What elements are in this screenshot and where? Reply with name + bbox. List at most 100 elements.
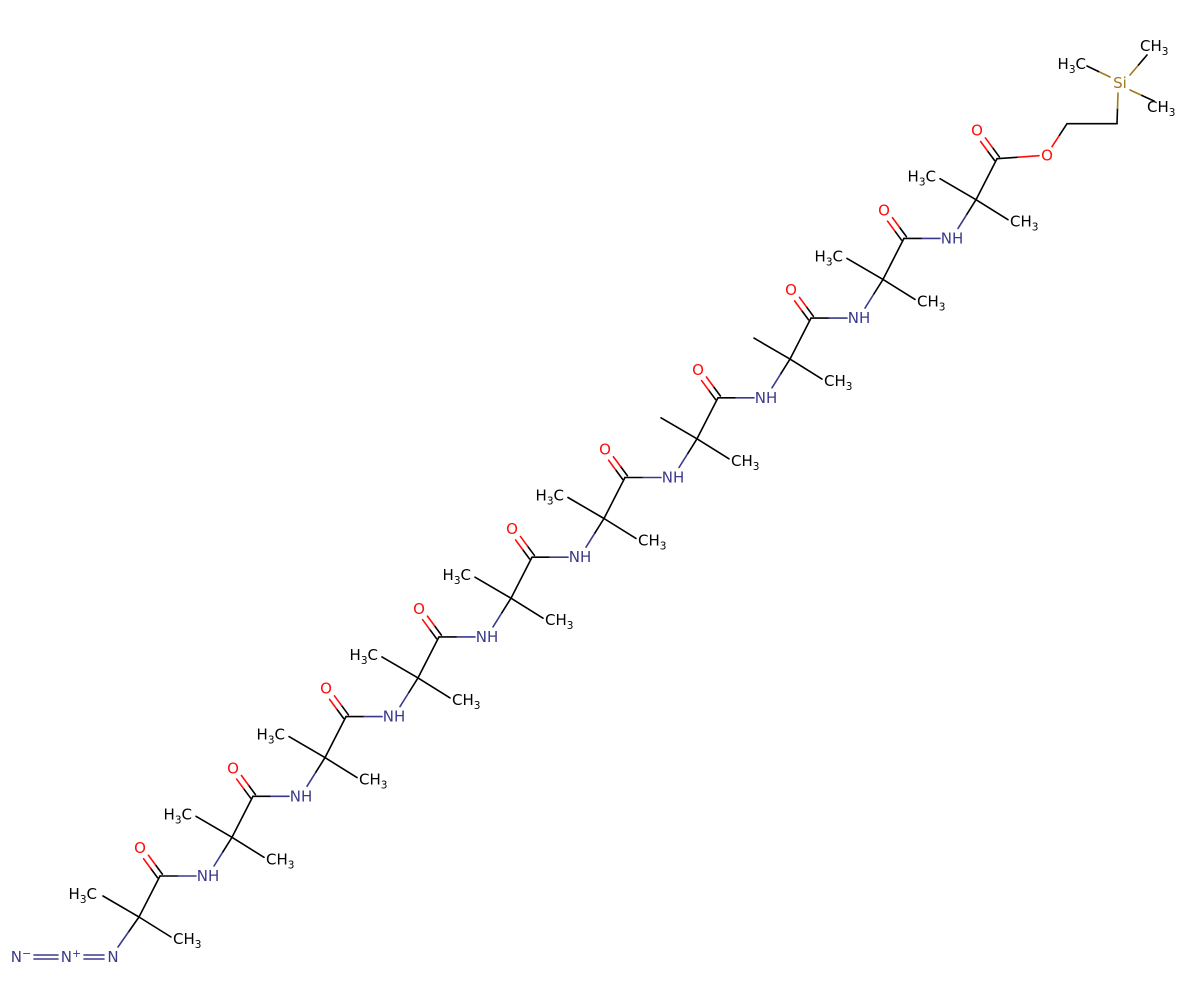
carbonyl-double-bond xyxy=(521,548,531,560)
ester-bond xyxy=(1051,134,1061,148)
atom-label-layer: O H3C CH3 NH O H3C CH3 NH O H3C CH3 NH O H3C CH3 NH O H3C… xyxy=(11,37,1176,966)
methyl-label: H3C xyxy=(815,247,843,268)
methyl-label: CH3 xyxy=(824,372,852,393)
carbonyl-double-bond xyxy=(147,854,157,866)
azide-nitrogen: N+ xyxy=(61,947,81,966)
silicon-methyl-bond xyxy=(1097,70,1111,78)
methyl-label: CH3 xyxy=(359,771,387,792)
azide-nitrogen: N xyxy=(107,948,118,966)
silicon-methyl-bond xyxy=(1086,65,1100,73)
amide-nh: NH xyxy=(848,309,871,327)
carbonyl-double-bond xyxy=(247,784,257,796)
carbonyl-double-bond xyxy=(428,628,438,640)
backbone-bond xyxy=(882,237,905,281)
carbonyl-double-bond xyxy=(333,695,343,707)
ester-bond xyxy=(996,156,1019,160)
silicon-methyl-bond xyxy=(1129,64,1140,76)
amide-bond xyxy=(408,677,419,694)
amide-nh: NH xyxy=(941,229,964,247)
methyl-bond xyxy=(975,198,1009,221)
methyl-bond xyxy=(660,416,698,440)
silicon-bond xyxy=(1116,107,1119,125)
methyl-label: CH3 xyxy=(452,691,480,712)
amide-bond xyxy=(780,358,791,375)
carbonyl-double-bond xyxy=(433,624,443,636)
carbonyl-double-bond xyxy=(526,545,536,557)
carbonyl-double-bond xyxy=(707,389,717,401)
oxygen-atom: O xyxy=(971,122,983,140)
methyl-bond xyxy=(381,656,419,679)
methyl-label: H3C xyxy=(908,168,936,189)
amide-nh: NH xyxy=(569,548,592,566)
backbone-bond xyxy=(510,556,533,600)
amide-bond xyxy=(501,597,512,614)
carbonyl-double-bond xyxy=(898,226,908,238)
methyl-label: CH3 xyxy=(173,930,201,951)
silicon-methyl-bond xyxy=(1129,89,1143,97)
methyl-bond xyxy=(789,358,823,380)
methyl-bond xyxy=(510,597,544,620)
backbone-bond xyxy=(789,317,812,360)
oxygen-atom: O xyxy=(413,600,425,618)
amide-bond xyxy=(678,452,689,469)
backbone-bond xyxy=(696,396,719,440)
methyl-label: CH3 xyxy=(545,611,573,632)
carbonyl-double-bond xyxy=(240,774,250,786)
amide-nh: NH xyxy=(662,469,685,487)
carbonyl-double-bond xyxy=(514,539,524,551)
methyl-bond xyxy=(474,576,512,600)
oxygen-atom: O xyxy=(320,680,332,698)
amide-bond xyxy=(213,850,224,867)
methyl-bond xyxy=(567,496,605,520)
methyl-label: H3C xyxy=(69,885,97,906)
silicon-atom: Si xyxy=(1113,74,1127,92)
carbonyl-double-bond xyxy=(700,379,710,391)
methyl-bond xyxy=(138,916,172,938)
backbone-bond xyxy=(975,157,998,201)
oxygen-atom: O xyxy=(134,839,146,857)
silicon-methyl-bond xyxy=(1141,94,1155,102)
methyl-label: H3C xyxy=(257,726,285,747)
amide-nh: NH xyxy=(290,787,313,805)
carbonyl-double-bond xyxy=(421,618,431,630)
amide-bond xyxy=(687,437,698,454)
amide-nh: NH xyxy=(755,389,778,407)
carbonyl-double-bond xyxy=(891,216,901,228)
methyl-label: H3C xyxy=(536,487,564,508)
methyl-bond xyxy=(324,756,358,779)
methyl-bond xyxy=(696,437,730,460)
carbonyl-double-bond xyxy=(328,698,338,710)
amide-bond xyxy=(585,532,596,549)
methyl-bond xyxy=(753,337,791,360)
methyl-label: CH3 xyxy=(638,532,666,553)
azide-nitrogen: N− xyxy=(11,947,31,966)
amide-bond xyxy=(306,771,317,788)
carbonyl-double-bond xyxy=(979,140,989,152)
carbonyl-double-bond xyxy=(235,778,245,790)
ester-bond xyxy=(1017,154,1040,158)
backbone-bond xyxy=(324,715,347,759)
methyl-label: CH3 xyxy=(1140,37,1168,58)
carbonyl-double-bond xyxy=(607,459,617,471)
carbonyl-double-bond xyxy=(705,376,715,388)
carbonyl-double-bond xyxy=(612,455,622,468)
backbone-bond xyxy=(231,795,254,839)
carbonyl-double-bond xyxy=(335,708,345,720)
methyl-bond xyxy=(231,836,265,859)
methyl-bond xyxy=(195,815,233,839)
carbonyl-double-bond xyxy=(793,300,803,312)
amide-bond xyxy=(771,372,782,389)
methyl-label: CH3 xyxy=(731,452,759,473)
methyl-label: CH3 xyxy=(917,292,945,313)
methyl-label: H3C xyxy=(350,646,378,667)
methyl-bond xyxy=(939,177,977,201)
carbonyl-double-bond xyxy=(886,220,896,232)
amide-bond xyxy=(594,517,605,534)
carbonyl-double-bond xyxy=(798,296,808,308)
azide-bond xyxy=(117,931,130,948)
backbone-bond xyxy=(138,875,161,918)
methyl-label: H3C xyxy=(443,566,471,587)
ester-oxygen: O xyxy=(1041,147,1053,165)
amide-bond xyxy=(957,213,968,230)
